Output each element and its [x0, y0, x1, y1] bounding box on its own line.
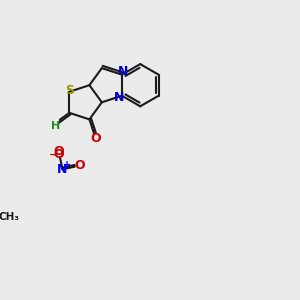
Text: O: O: [53, 146, 64, 158]
Text: −: −: [49, 150, 58, 160]
Text: CH₃: CH₃: [0, 212, 20, 222]
Text: O: O: [90, 132, 101, 145]
Text: S: S: [65, 84, 74, 97]
Text: +: +: [63, 160, 71, 170]
Text: O: O: [75, 159, 85, 172]
Text: N: N: [113, 91, 124, 104]
Text: N: N: [118, 65, 128, 78]
Text: O: O: [53, 148, 64, 161]
Text: N: N: [57, 163, 68, 176]
Text: H: H: [51, 121, 60, 131]
